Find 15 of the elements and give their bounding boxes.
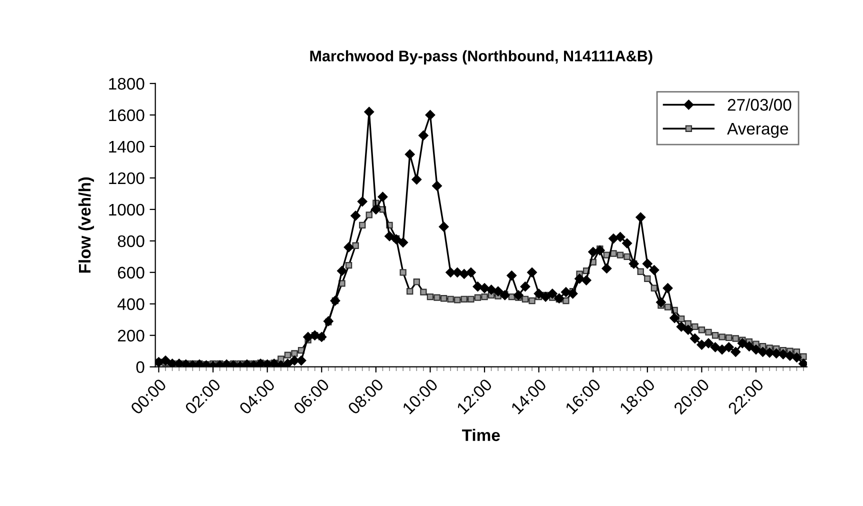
x-axis-title: Time (462, 428, 500, 442)
y-tick-label: 200 (118, 330, 144, 342)
y-tick-label: 400 (118, 298, 144, 310)
y-tick-label: 1800 (109, 78, 144, 90)
y-tick-label: 800 (118, 235, 144, 248)
y-axis-title: Flow (veh/h) (78, 177, 94, 273)
y-tick-label: 1000 (109, 204, 144, 216)
y-tick-label: 1200 (109, 172, 144, 184)
legend-label: Average (727, 122, 788, 138)
y-tick-label: 600 (118, 266, 144, 279)
y-tick-label: 1400 (109, 140, 144, 153)
y-tick-label: 1600 (109, 109, 144, 122)
legend-label: 27/03/00 (728, 98, 792, 111)
chart-title: Marchwood By-pass (Northbound, N14111A&B) (310, 50, 652, 64)
y-tick-label: 0 (136, 361, 144, 374)
